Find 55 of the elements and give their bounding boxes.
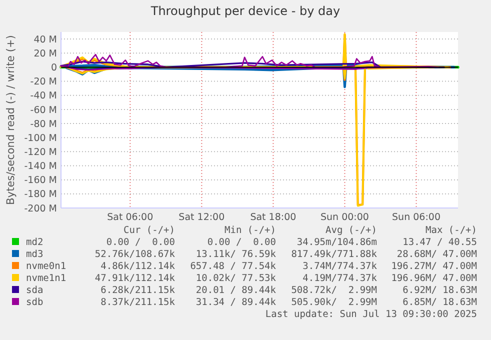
text: Last update: Sun Jul 13 09:30:00 2025 <box>265 309 477 320</box>
text: 34.95m/104.86m <box>296 237 378 248</box>
text: 6.92M/ 18.63M <box>402 285 478 296</box>
y-tick-label: -20 M <box>30 76 57 88</box>
x-tick-label: Sun 06:00 <box>392 212 441 223</box>
text: Avg (-/+) <box>326 225 377 236</box>
x-tick-label: Sun 00:00 <box>320 212 369 223</box>
text: 28.68M/ 47.00M <box>396 249 478 260</box>
legend-label: sda <box>26 285 44 296</box>
text: 47.91k/112.14k <box>94 273 176 284</box>
text: 52.76k/108.67k <box>94 249 176 260</box>
y-tick-label: -120 M <box>24 147 57 158</box>
text: 8.37k/211.15k <box>100 297 176 308</box>
text: 0.00 / 0.00 <box>207 237 276 248</box>
text: 6.28k/211.15k <box>100 285 176 296</box>
y-tick-label: 20 M <box>34 48 57 60</box>
text: 13.11k/ 76.59k <box>196 249 276 260</box>
legend-label: nvme0n1 <box>26 261 66 272</box>
text: 196.96M/ 47.00M <box>391 273 478 284</box>
y-tick-label: -80 M <box>30 118 57 130</box>
y-tick-label: -100 M <box>24 132 57 144</box>
legend-label: nvme1n1 <box>26 273 66 284</box>
text: 20.01 / 89.44k <box>196 285 276 296</box>
x-tick-label: Sat 06:00 <box>107 212 154 223</box>
y-tick-label: -180 M <box>24 189 57 200</box>
legend-label: sdb <box>26 297 44 308</box>
x-tick-label: Sat 18:00 <box>250 212 296 223</box>
text: Max (-/+) <box>426 225 477 236</box>
x-tick-label: Sat 12:00 <box>178 212 225 223</box>
y-tick-label: -40 M <box>30 90 57 102</box>
y-tick-label: -160 M <box>24 175 57 186</box>
legend-label: md3 <box>26 249 44 260</box>
text: 6.85M/ 18.63M <box>402 297 478 308</box>
text: 196.27M/ 47.00M <box>391 261 478 272</box>
text: 10.02k/ 77.53k <box>196 273 276 284</box>
text: 817.49k/771.88k <box>291 249 378 260</box>
y-tick-label: -60 M <box>30 104 57 116</box>
y-tick-label: 0 <box>50 62 57 74</box>
text: Min (-/+) <box>224 225 276 236</box>
text: 505.90k/ 2.99M <box>291 297 378 308</box>
text: 31.34 / 89.44k <box>196 297 276 308</box>
chart-title: Throughput per device - by day <box>150 4 340 18</box>
text: 4.19M/774.37k <box>302 273 378 284</box>
text: 657.48 / 77.54k <box>190 261 276 272</box>
text: 3.74M/774.37k <box>302 261 378 272</box>
y-tick-label: -140 M <box>24 161 57 172</box>
text: Cur (-/+) <box>124 225 175 236</box>
legend-label: md2 <box>26 237 44 248</box>
text: 13.47 / 40.55 <box>402 237 477 248</box>
y-axis-title: Bytes/second read (-) / write (+) <box>5 35 17 205</box>
y-tick-label: -200 M <box>24 203 57 214</box>
text: 508.72k/ 2.99M <box>291 285 378 296</box>
y-tick-label: 40 M <box>34 34 57 46</box>
text: 0.00 / 0.00 <box>106 237 176 248</box>
text: 4.86k/112.14k <box>100 261 176 272</box>
